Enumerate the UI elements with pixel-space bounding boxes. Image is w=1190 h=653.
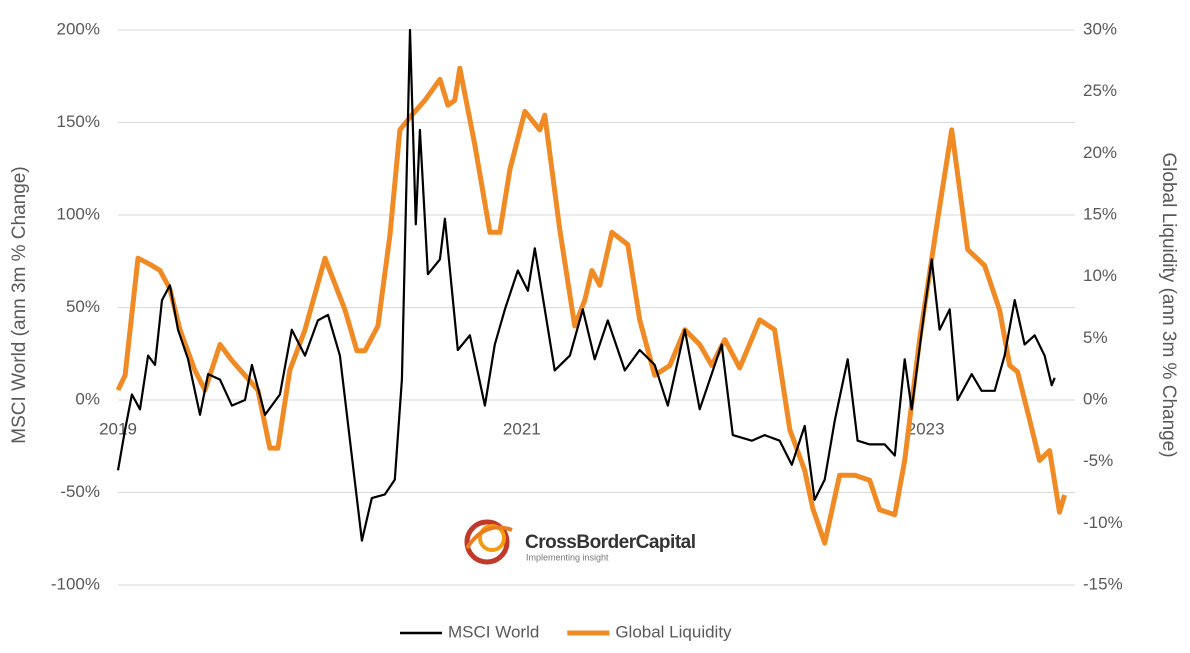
x-tick-label: 2021 [503, 419, 541, 438]
legend-label: MSCI World [448, 622, 539, 641]
logo-swirl [465, 525, 513, 550]
y2-tick-label: 15% [1083, 204, 1117, 223]
y-tick-label: 150% [57, 112, 100, 131]
y2-tick-label: 25% [1083, 81, 1117, 100]
logo-name: CrossBorderCapital [525, 532, 696, 553]
y-tick-label: -100% [51, 574, 100, 593]
y2-tick-label: 30% [1083, 19, 1117, 38]
y-tick-label: 100% [57, 204, 100, 223]
legend-label: Global Liquidity [615, 622, 732, 641]
y2-tick-label: 20% [1083, 143, 1117, 162]
logo-ring [464, 519, 510, 565]
logo-tagline: Implementing insight [526, 552, 609, 562]
line-series [116, 28, 1056, 542]
y2-tick-label: 10% [1083, 266, 1117, 285]
y-tick-label: 200% [57, 19, 100, 38]
y2-tick-label: -15% [1083, 574, 1123, 593]
y2-axis-title: Global Liquidity (ann 3m % Change) [1158, 152, 1179, 457]
logo: CrossBorderCapital Implementing insight [464, 519, 696, 565]
line-series [115, 65, 1067, 546]
y-tick-label: -50% [60, 482, 100, 501]
y-tick-label: 0% [75, 389, 100, 408]
x-tick-label: 2019 [99, 419, 137, 438]
x-tick-label: 2023 [907, 419, 945, 438]
y2-tick-label: -5% [1083, 451, 1113, 470]
y2-tick-label: 0% [1083, 389, 1108, 408]
y-tick-label: 50% [66, 297, 100, 316]
y-axis-title: MSCI World (ann 3m % Change) [9, 166, 30, 443]
y2-tick-label: 5% [1083, 328, 1108, 347]
y2-tick-label: -10% [1083, 513, 1123, 532]
